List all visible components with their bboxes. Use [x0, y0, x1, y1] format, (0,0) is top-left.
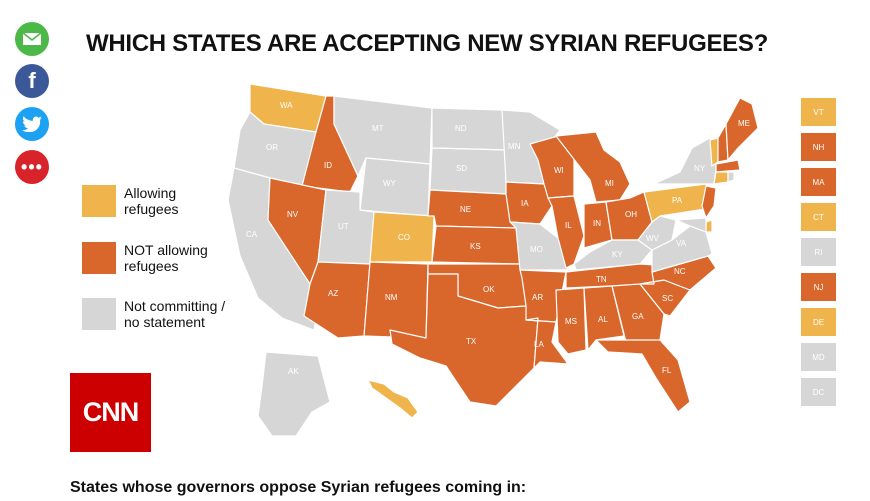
label-OK: OK: [483, 285, 495, 294]
sidebar-state-ri: RI: [801, 238, 836, 266]
label-NE: NE: [460, 205, 471, 214]
label-NC: NC: [674, 267, 686, 276]
label-TX: TX: [466, 337, 477, 346]
sidebar-state-de: DE: [801, 308, 836, 336]
label-IL: IL: [565, 221, 572, 230]
label-AZ: AZ: [328, 289, 338, 298]
state-AL: [583, 285, 625, 351]
label-KY: KY: [612, 250, 623, 259]
legend-not-allowing: NOT allowing refugees: [82, 242, 208, 274]
state-NC: [639, 255, 717, 291]
sidebar-state-nh: NH: [801, 133, 836, 161]
legend-swatch-not-allowing: [82, 242, 116, 274]
share-more-button[interactable]: •••: [15, 150, 49, 184]
label-MI: MI: [605, 179, 614, 188]
email-icon: [22, 32, 42, 46]
label-MN: MN: [508, 142, 521, 151]
map-title: WHICH STATES ARE ACCEPTING NEW SYRIAN RE…: [86, 30, 768, 57]
label-AR: AR: [532, 293, 543, 302]
label-IN: IN: [593, 219, 601, 228]
legend-swatch-not-committing: [82, 298, 116, 330]
label-VA: VA: [676, 239, 687, 248]
label-ME: ME: [738, 119, 750, 128]
state-HI: [367, 379, 419, 419]
label-SD: SD: [456, 164, 467, 173]
share-twitter-button[interactable]: [15, 107, 49, 141]
label-WA: WA: [280, 101, 293, 110]
label-NY: NY: [694, 164, 706, 173]
label-NV: NV: [287, 210, 299, 219]
state-VT: [709, 137, 719, 167]
label-OR: OR: [266, 143, 278, 152]
state-PA: [643, 183, 713, 223]
state-MA: [715, 159, 741, 173]
legend-label-allowing: Allowing refugees: [124, 185, 179, 217]
state-ME: [725, 97, 759, 161]
sidebar-state-md: MD: [801, 343, 836, 371]
label-WY: WY: [383, 179, 397, 188]
share-email-button[interactable]: [15, 22, 49, 56]
state-NY: [653, 137, 717, 185]
label-UT: UT: [338, 222, 349, 231]
label-TN: TN: [596, 275, 607, 284]
state-FL: [595, 339, 691, 413]
sidebar-state-nj: NJ: [801, 273, 836, 301]
sidebar-state-vt: VT: [801, 98, 836, 126]
state-MO: [509, 221, 569, 271]
twitter-icon: [22, 116, 42, 132]
state-LA: [525, 317, 569, 369]
state-ND: [431, 107, 507, 151]
label-CO: CO: [398, 233, 410, 242]
state-IL: [547, 195, 585, 269]
label-AL: AL: [598, 315, 608, 324]
state-AK: [257, 351, 331, 437]
label-WV: WV: [646, 234, 660, 243]
legend-swatch-allowing: [82, 185, 116, 217]
state-NE: [427, 189, 517, 229]
label-NM: NM: [385, 293, 398, 302]
sidebar-state-ct: CT: [801, 203, 836, 231]
label-IA: IA: [521, 199, 529, 208]
state-TX: [389, 273, 539, 407]
label-AK: AK: [288, 367, 299, 376]
label-SC: SC: [662, 294, 673, 303]
label-WI: WI: [554, 166, 564, 175]
state-RI: [727, 171, 735, 183]
label-ND: ND: [455, 124, 467, 133]
state-labels: WA OR CA ID NV MT WY UT AZ CO NM ND SD N…: [246, 101, 750, 376]
label-PA: PA: [672, 196, 683, 205]
more-icon: •••: [21, 157, 43, 177]
state-MD: [675, 217, 707, 233]
label-LA: LA: [534, 340, 544, 349]
label-MO: MO: [530, 245, 543, 254]
legend-allowing: Allowing refugees: [82, 185, 178, 217]
label-OH: OH: [625, 210, 637, 219]
label-KS: KS: [470, 242, 481, 251]
legend-label-not-committing: Not committing / no statement: [124, 298, 226, 330]
label-GA: GA: [632, 312, 644, 321]
state-SD: [429, 147, 507, 195]
legend-label-not-allowing: NOT allowing refugees: [124, 242, 208, 274]
state-MS: [555, 287, 587, 355]
sidebar-state-ma: MA: [801, 168, 836, 196]
footer-caption: States whose governors oppose Syrian ref…: [70, 479, 527, 496]
sidebar-state-dc: DC: [801, 378, 836, 406]
share-facebook-button[interactable]: f: [15, 64, 49, 98]
legend-not-committing: Not committing / no statement: [82, 298, 225, 330]
state-NJ: [701, 185, 717, 219]
state-CT: [713, 171, 729, 185]
label-ID: ID: [324, 161, 332, 170]
label-FL: FL: [662, 366, 672, 375]
facebook-icon: f: [28, 68, 36, 93]
state-MI: [555, 131, 631, 203]
cnn-logo: CNN: [70, 373, 151, 452]
state-DE: [705, 219, 713, 233]
cnn-logo-text: CNN: [82, 397, 139, 427]
state-VA: [651, 225, 713, 273]
label-MT: MT: [372, 124, 384, 133]
label-MS: MS: [565, 317, 577, 326]
label-CA: CA: [246, 230, 258, 239]
